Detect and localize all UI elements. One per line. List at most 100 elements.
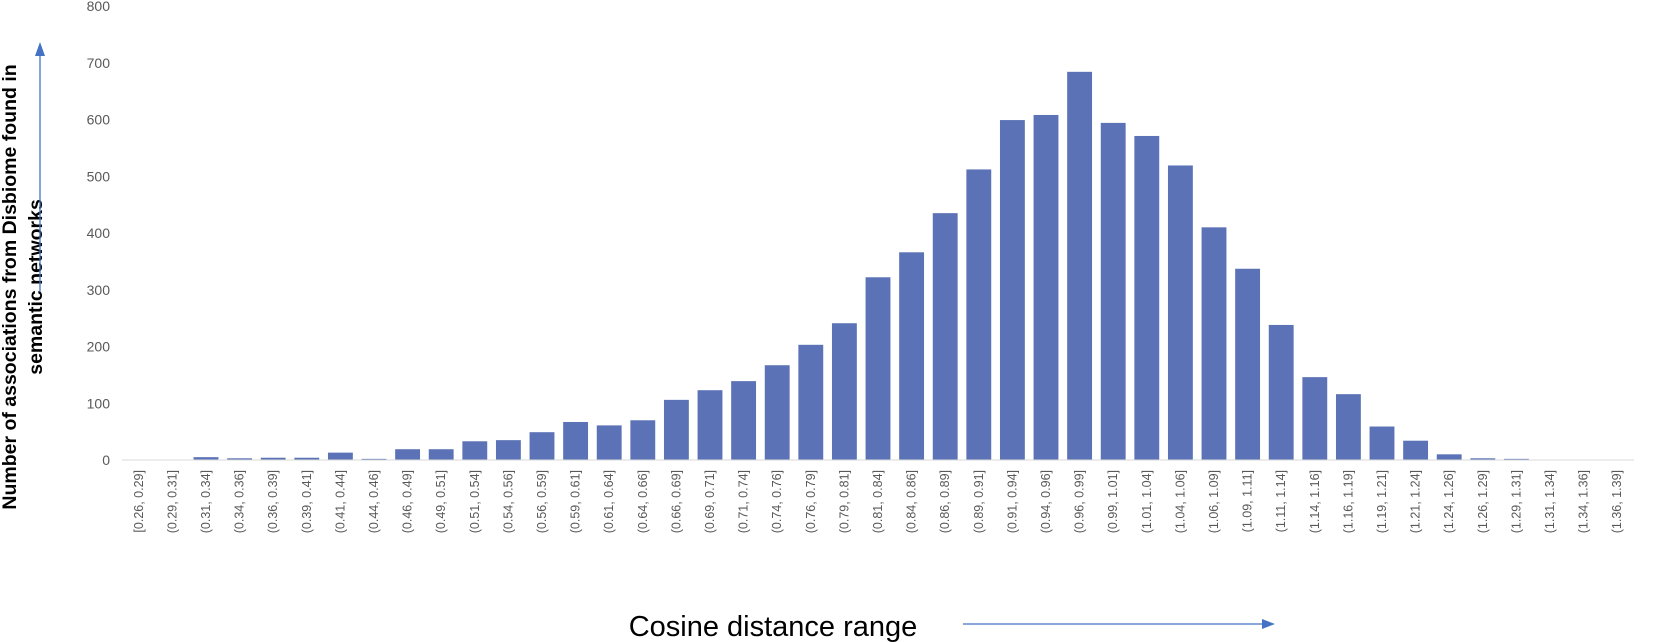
x-tick-label: (0.54, 0.56] [501, 470, 515, 533]
bar [1033, 114, 1059, 461]
x-tick-label: (0.51, 0.54] [468, 470, 482, 533]
bar [764, 365, 790, 460]
x-tick-label: (0.64, 0.66] [636, 470, 650, 533]
x-tick-label: (0.36, 0.39] [266, 470, 280, 533]
x-tick-label: (0.56, 0.59] [535, 470, 549, 533]
bar [663, 399, 689, 460]
x-tick-label: (1.31, 1.34] [1543, 470, 1557, 533]
x-tick-label: (0.71, 0.74] [737, 470, 751, 533]
bar [999, 120, 1025, 460]
y-tick-label: 700 [87, 55, 111, 71]
bar [1503, 458, 1529, 460]
bars-group [193, 71, 1529, 461]
bar [563, 421, 589, 460]
bar [899, 252, 925, 460]
bar [831, 323, 857, 460]
x-tick-label: (0.69, 0.71] [703, 470, 717, 533]
y-axis-arrow [35, 42, 45, 292]
x-axis-ticks: [0.26, 0.29] (0.29, 0.31] (0.31, 0.34] (0.3… [132, 470, 1624, 533]
bar [294, 457, 320, 460]
x-tick-label: (0.34, 0.36] [233, 470, 247, 533]
bar [1201, 227, 1227, 460]
x-tick-label: (0.81, 0.84] [871, 470, 885, 533]
x-tick-label: (1.16, 1.19] [1341, 470, 1355, 533]
x-tick-label: (1.01, 1.04] [1140, 470, 1154, 533]
x-tick-label: (0.86, 0.89] [938, 470, 952, 533]
x-tick-label: (0.49, 0.51] [434, 470, 448, 533]
x-tick-label: (1.11, 1.14] [1274, 470, 1288, 532]
x-tick-label: (0.39, 0.41] [300, 470, 314, 533]
x-tick-label: (0.74, 0.76] [770, 470, 784, 533]
x-tick-label: (0.91, 0.94] [1005, 470, 1019, 533]
x-tick-label: (1.24, 1.26] [1442, 470, 1456, 533]
y-axis-title: Number of associations from Disbiome fou… [0, 64, 47, 509]
bar [630, 420, 656, 460]
x-tick-label: (0.76, 0.79] [804, 470, 818, 533]
x-tick-label: (1.29, 1.31] [1509, 470, 1523, 533]
x-axis-title: Cosine distance range [629, 611, 918, 642]
bar [1436, 454, 1462, 460]
x-tick-label: (0.61, 0.64] [602, 470, 616, 533]
bar [1067, 71, 1093, 460]
y-axis-title-line-1: Number of associations from Disbiome fou… [0, 64, 21, 509]
x-tick-label: (0.41, 0.44] [333, 470, 347, 533]
x-tick-label: (0.84, 0.86] [905, 470, 919, 533]
bar [697, 390, 723, 460]
bar [395, 449, 421, 460]
bar [361, 458, 387, 460]
x-axis-arrow [963, 619, 1275, 629]
bar [1302, 377, 1328, 460]
x-tick-label: (0.44, 0.46] [367, 470, 381, 533]
bar [1335, 394, 1361, 460]
x-tick-label: (1.36, 1.39] [1610, 470, 1624, 533]
x-tick-label: (1.14, 1.16] [1308, 470, 1322, 533]
bar [1167, 165, 1193, 460]
bar [1134, 135, 1160, 460]
bar [1470, 458, 1496, 460]
bar [596, 425, 622, 460]
bar [966, 169, 992, 460]
y-tick-label: 600 [87, 112, 111, 128]
bar [428, 449, 454, 460]
y-axis-title-line-2: semantic networks [25, 199, 47, 375]
bar [529, 432, 555, 460]
y-tick-label: 400 [87, 225, 111, 241]
x-tick-label: (0.94, 0.96] [1039, 470, 1053, 533]
bar [193, 457, 219, 460]
x-tick-label: [0.26, 0.29] [132, 470, 146, 533]
x-tick-label: (0.46, 0.49] [401, 470, 415, 533]
y-tick-label: 500 [87, 168, 111, 184]
x-tick-label: (0.59, 0.61] [569, 470, 583, 533]
x-tick-label: (0.96, 0.99] [1073, 470, 1087, 533]
bar [495, 440, 521, 460]
y-tick-label: 300 [87, 282, 111, 298]
x-tick-label: (1.09, 1.11] [1241, 470, 1255, 532]
y-axis-ticks: 0 100 200 300 400 500 600 700 800 [87, 0, 111, 468]
x-tick-label: (0.99, 1.01] [1106, 470, 1120, 533]
bar [1268, 324, 1294, 460]
x-tick-label: (1.26, 1.29] [1476, 470, 1490, 533]
x-tick-label: (1.21, 1.24] [1409, 470, 1423, 533]
x-tick-label: (1.19, 1.21] [1375, 470, 1389, 533]
y-tick-label: 100 [87, 395, 111, 411]
bar [1403, 440, 1429, 460]
bar [1100, 122, 1126, 461]
bar [227, 458, 253, 460]
bar [1369, 426, 1395, 460]
x-tick-label: (1.04, 1.06] [1173, 470, 1187, 533]
x-tick-label: (0.31, 0.34] [199, 470, 213, 533]
x-tick-label: (1.06, 1.09] [1207, 470, 1221, 533]
y-tick-label: 200 [87, 339, 111, 355]
bar [798, 344, 824, 460]
bar [462, 441, 488, 460]
x-tick-label: (0.79, 0.81] [837, 470, 851, 533]
bar [1235, 268, 1261, 460]
x-tick-label: (0.66, 0.69] [669, 470, 683, 533]
bar [932, 213, 958, 460]
bar [327, 452, 353, 460]
bar [260, 457, 286, 460]
y-tick-label: 800 [87, 0, 111, 14]
x-tick-label: (0.29, 0.31] [165, 470, 179, 533]
bar [731, 381, 757, 460]
